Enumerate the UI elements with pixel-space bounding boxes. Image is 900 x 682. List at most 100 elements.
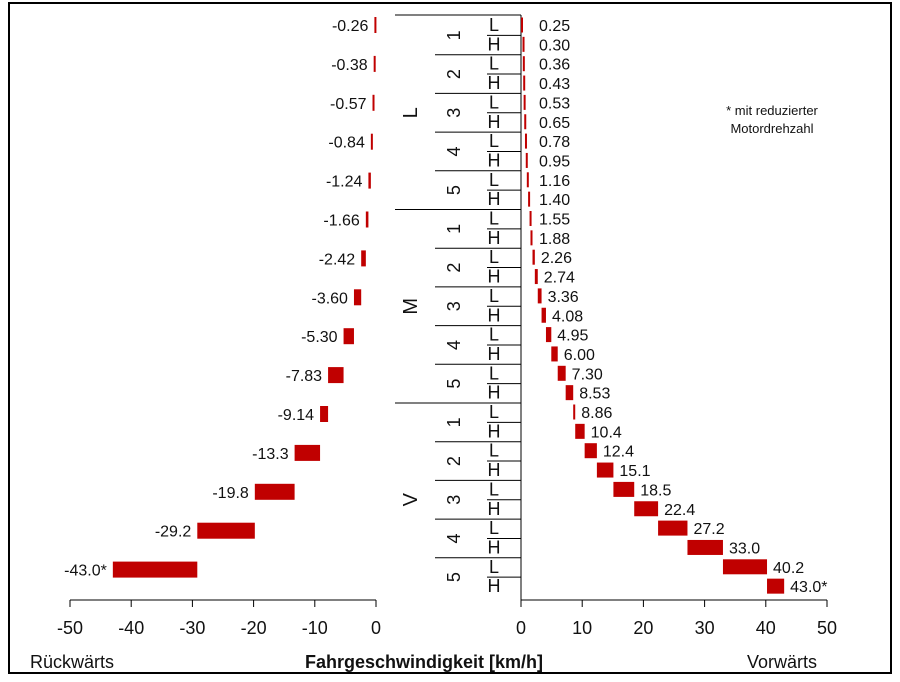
forward-bar [565,385,574,401]
forward-bar [658,520,688,536]
gear-label: 5 [444,185,464,195]
reverse-bar [370,133,373,150]
reverse-bar [254,483,295,500]
reverse-value-label: -3.60 [311,290,348,307]
reverse-tick-label: -30 [179,618,205,638]
forward-bar [545,327,552,343]
forward-bar [529,211,532,226]
reverse-value-label: -1.66 [323,213,360,230]
forward-value-label: 0.43 [539,76,570,93]
forward-bar [551,346,558,362]
reverse-tick-label: -10 [302,618,328,638]
reverse-label: Rückwärts [30,652,114,672]
forward-value-label: 0.36 [539,57,570,74]
forward-value-label: 1.40 [539,192,570,209]
forward-value-label: 4.08 [552,308,583,325]
reverse-value-label: -19.8 [212,485,249,502]
range-label: H [488,344,501,364]
forward-bar [557,365,566,381]
reverse-bar [372,94,375,111]
forward-bar [573,404,576,420]
range-label: H [488,189,501,209]
forward-bar [524,114,527,130]
range-label: L [489,131,499,151]
forward-value-label: 1.55 [539,212,570,229]
reverse-bar [373,55,376,72]
gear-label: 5 [444,572,464,582]
reverse-value-label: -1.24 [326,174,363,191]
forward-value-label: 10.4 [591,424,622,441]
range-label: H [488,228,501,248]
forward-bar [525,152,528,168]
forward-bar [528,191,531,207]
group-label: V [400,492,422,506]
reverse-value-label: -0.26 [332,18,369,35]
forward-value-label: 1.88 [539,231,570,248]
range-label: L [489,441,499,461]
forward-bar [522,36,525,52]
gear-label: 3 [444,301,464,311]
forward-value-label: 3.36 [548,289,579,306]
gear-label: 4 [444,533,464,543]
reverse-value-label: -0.84 [328,135,365,152]
gear-label: 4 [444,146,464,156]
forward-value-label: 0.25 [539,18,570,35]
gear-label: 2 [444,263,464,273]
reverse-bar [368,172,371,189]
forward-value-label: 15.1 [619,463,650,480]
range-label: H [488,73,501,93]
forward-label: Vorwärts [747,652,817,672]
reverse-bar [365,211,369,228]
reverse-value-label: -13.3 [252,446,289,463]
range-label: L [489,518,499,538]
range-label: L [489,402,499,422]
forward-value-label: 33.0 [729,540,760,557]
forward-bar [521,17,523,33]
reverse-tick-label: -50 [57,618,83,638]
forward-value-label: 0.78 [539,134,570,151]
range-label: L [489,54,499,74]
plot-frame [8,2,892,674]
reverse-bar [197,522,255,539]
reverse-bar [353,289,362,306]
gear-label: 1 [444,30,464,40]
gear-label: 3 [444,495,464,505]
forward-value-label: 22.4 [664,502,695,519]
reverse-tick-label: -40 [118,618,144,638]
range-label: H [488,499,501,519]
forward-bar [537,288,542,304]
gear-label: 4 [444,340,464,350]
forward-bar [722,559,768,575]
forward-value-label: 4.95 [557,328,588,345]
forward-bar [526,172,529,188]
group-label: L [400,107,422,118]
forward-bar [523,75,526,91]
gear-label: 5 [444,379,464,389]
range-label: L [489,209,499,229]
gear-label: 1 [444,224,464,234]
reverse-value-label: -2.42 [319,251,356,268]
forward-tick-label: 50 [817,618,837,638]
forward-bar [524,133,527,149]
reverse-bar [328,367,344,384]
range-label: H [488,383,501,403]
range-label: L [489,15,499,35]
reverse-value-label: -7.83 [286,368,323,385]
forward-bar [687,539,723,555]
range-label: L [489,92,499,112]
range-label: L [489,363,499,383]
forward-value-label: 1.16 [539,173,570,190]
range-label: H [488,112,501,132]
range-label: H [488,34,501,54]
range-label: L [489,325,499,345]
forward-value-label: 27.2 [693,521,724,538]
forward-value-label: 7.30 [572,366,603,383]
group-label: M [400,298,422,315]
forward-bar [523,94,526,110]
x-axis-title: Fahrgeschwindigkeit [km/h] [305,652,543,672]
forward-tick-label: 0 [516,618,526,638]
reverse-value-label: -0.38 [331,57,368,74]
forward-bar [530,230,533,246]
